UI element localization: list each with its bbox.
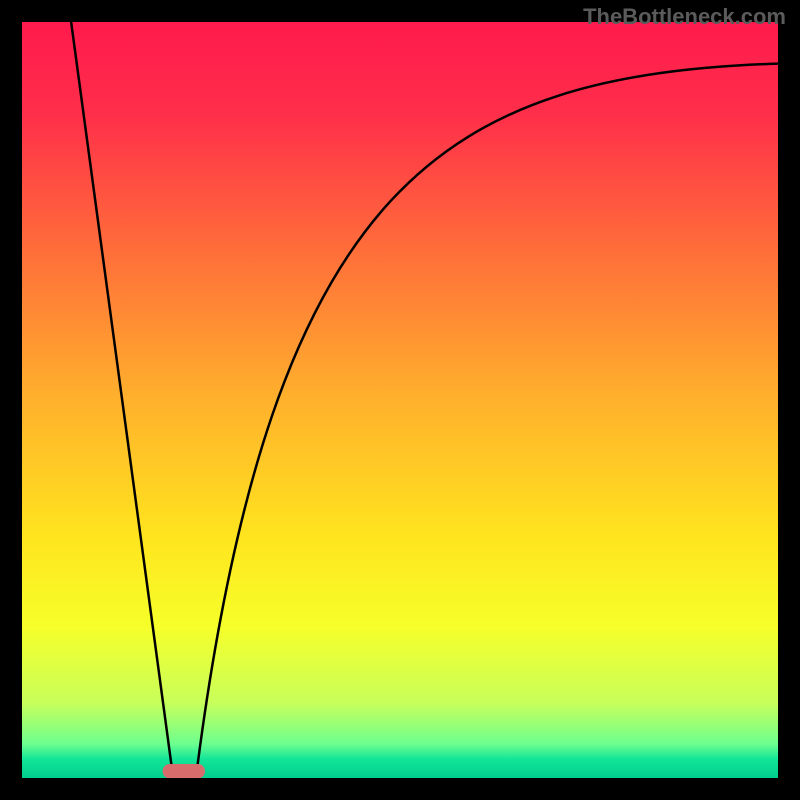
- bottleneck-marker: [163, 764, 205, 778]
- gradient-background: [22, 22, 778, 778]
- watermark-text: TheBottleneck.com: [583, 4, 786, 30]
- chart-container: TheBottleneck.com: [0, 0, 800, 800]
- chart-svg: [0, 0, 800, 800]
